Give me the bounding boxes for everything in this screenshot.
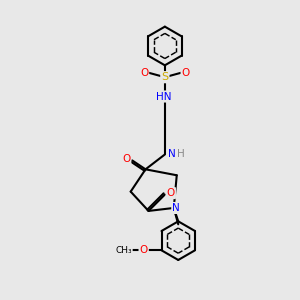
Text: O: O	[140, 245, 148, 255]
Text: H: H	[177, 149, 185, 160]
Text: O: O	[140, 68, 148, 78]
Text: O: O	[122, 154, 130, 164]
Text: O: O	[167, 188, 175, 198]
Text: O: O	[182, 68, 190, 78]
Text: S: S	[161, 72, 168, 82]
Text: N: N	[172, 203, 180, 213]
Text: CH₃: CH₃	[115, 246, 132, 255]
Text: N: N	[167, 149, 175, 160]
Text: HN: HN	[156, 92, 171, 101]
